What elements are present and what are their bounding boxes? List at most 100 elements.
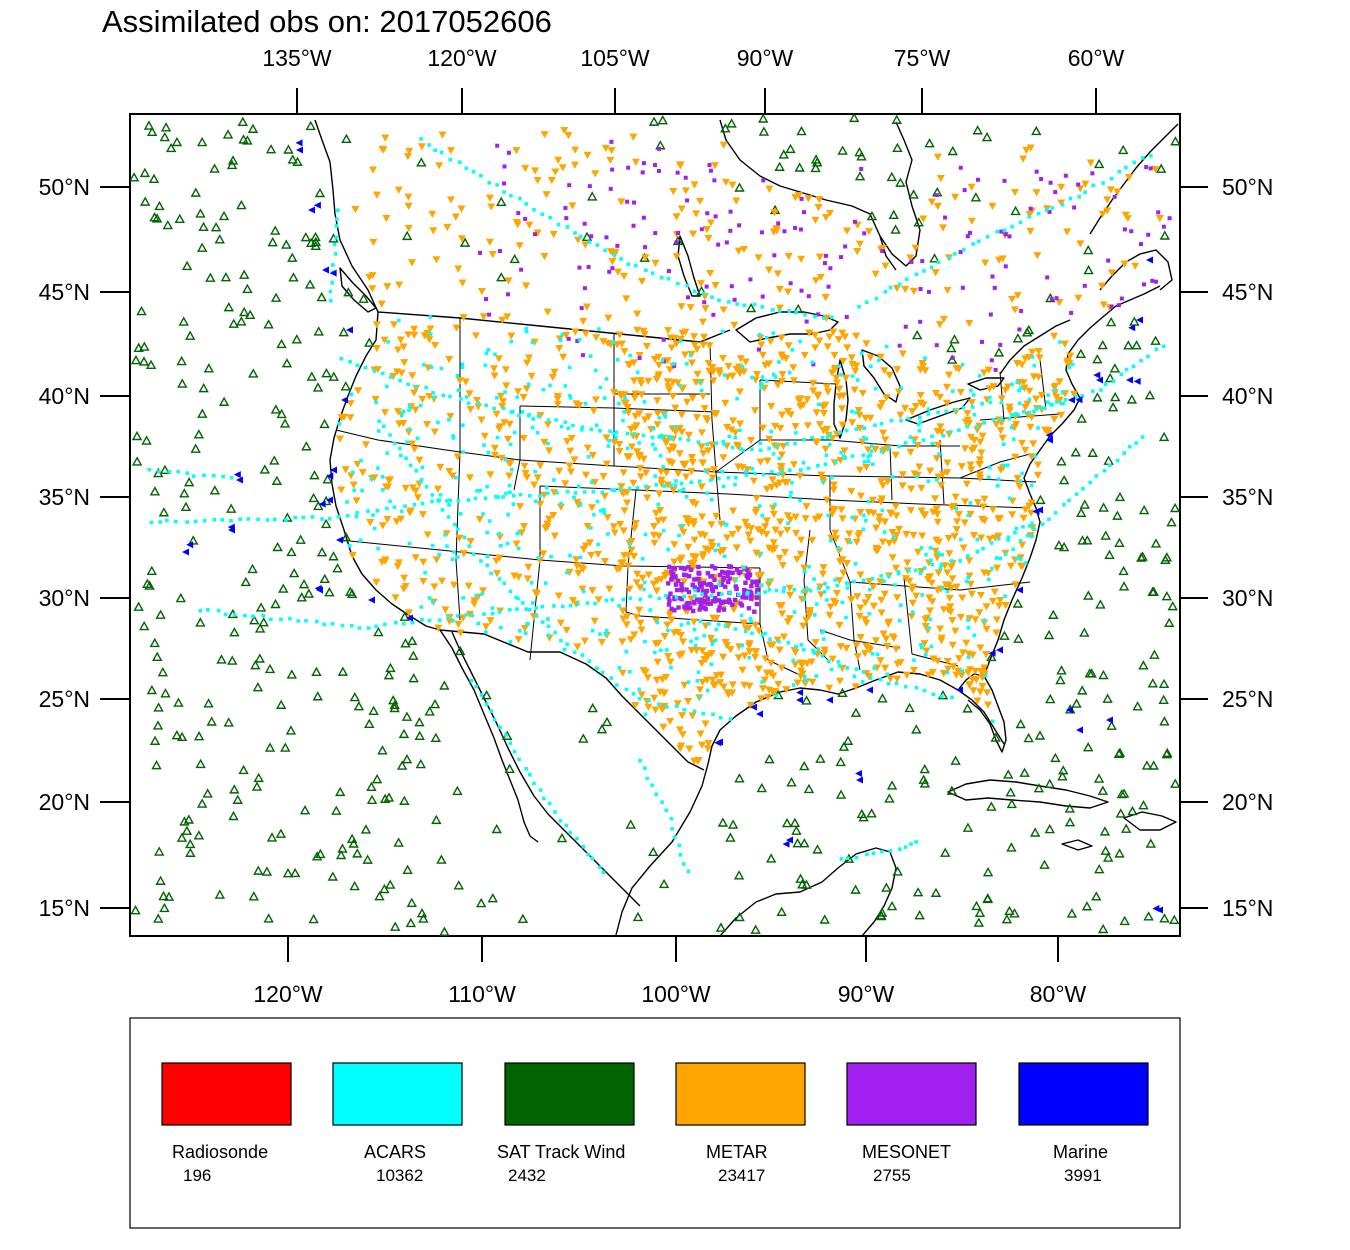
observation-marker xyxy=(709,497,714,502)
observation-marker xyxy=(1032,409,1036,414)
observation-marker xyxy=(694,636,699,641)
observation-marker xyxy=(668,392,677,401)
observation-marker xyxy=(855,466,864,474)
observation-marker xyxy=(842,454,846,459)
observation-marker xyxy=(473,396,482,405)
observation-marker xyxy=(382,424,386,429)
observation-marker xyxy=(591,170,600,178)
observation-marker xyxy=(700,589,706,594)
observation-marker xyxy=(540,252,549,261)
observation-marker xyxy=(372,191,381,199)
observation-marker xyxy=(617,198,626,206)
observation-marker xyxy=(660,435,665,440)
observation-marker xyxy=(1032,527,1037,532)
observation-marker xyxy=(883,643,892,651)
observation-marker xyxy=(722,373,727,377)
observation-marker xyxy=(976,644,985,652)
observation-marker xyxy=(976,667,985,676)
observation-marker xyxy=(1118,565,1129,576)
observation-marker xyxy=(934,569,943,577)
observation-marker xyxy=(698,392,707,401)
observation-marker xyxy=(174,213,185,223)
observation-marker xyxy=(710,162,719,170)
observation-marker xyxy=(808,536,817,545)
observation-marker xyxy=(802,674,807,679)
observation-marker xyxy=(962,188,967,193)
observation-marker xyxy=(768,637,772,641)
observation-marker xyxy=(816,273,825,282)
observation-marker xyxy=(1070,447,1081,457)
observation-marker xyxy=(982,651,991,659)
observation-marker xyxy=(642,587,646,592)
observation-marker xyxy=(867,612,872,616)
observation-marker xyxy=(1036,506,1043,514)
observation-marker xyxy=(835,393,844,401)
observation-marker xyxy=(171,136,183,147)
observation-marker xyxy=(925,607,934,615)
observation-marker xyxy=(894,681,899,686)
observation-marker xyxy=(499,625,503,630)
observation-marker xyxy=(1049,402,1053,407)
observation-marker xyxy=(1115,808,1126,818)
observation-marker xyxy=(760,294,765,299)
observation-marker xyxy=(776,906,787,917)
observation-marker xyxy=(754,582,760,588)
observation-marker xyxy=(771,331,776,336)
observation-marker xyxy=(784,342,793,350)
observation-marker xyxy=(886,675,895,683)
observation-marker xyxy=(243,613,247,618)
observation-marker xyxy=(980,495,989,503)
observation-marker xyxy=(588,587,597,595)
observation-marker xyxy=(530,425,535,430)
observation-marker xyxy=(670,573,675,578)
observation-marker xyxy=(866,210,878,221)
observation-marker xyxy=(371,513,375,517)
observation-marker xyxy=(758,448,763,453)
observation-marker xyxy=(988,506,997,514)
observation-marker xyxy=(450,557,455,562)
observation-marker xyxy=(249,614,260,625)
observation-marker xyxy=(176,731,188,742)
observation-marker xyxy=(982,618,987,622)
observation-marker xyxy=(963,410,972,418)
observation-marker xyxy=(1095,599,1106,609)
observation-marker xyxy=(406,382,410,387)
observation-marker xyxy=(674,704,679,709)
observation-marker xyxy=(887,510,896,518)
observation-marker xyxy=(954,511,963,519)
observation-marker xyxy=(877,478,886,486)
observation-marker xyxy=(516,211,521,216)
observation-marker xyxy=(505,472,514,480)
observation-marker xyxy=(892,284,901,293)
observation-marker xyxy=(842,644,851,653)
observation-marker xyxy=(756,347,761,352)
observation-marker xyxy=(661,572,670,580)
observation-marker xyxy=(328,371,339,381)
observation-marker xyxy=(811,277,820,285)
observation-marker xyxy=(171,730,183,740)
observation-marker xyxy=(288,272,299,282)
observation-marker xyxy=(727,564,733,569)
observation-marker xyxy=(677,205,686,213)
observation-marker xyxy=(609,523,618,531)
observation-marker xyxy=(852,219,857,224)
observation-marker xyxy=(480,432,489,440)
observation-marker xyxy=(672,363,677,368)
observation-marker xyxy=(750,631,754,636)
observation-marker xyxy=(622,410,627,414)
observation-marker xyxy=(791,658,795,663)
observation-marker xyxy=(242,283,253,294)
observation-marker xyxy=(288,567,300,578)
observation-marker xyxy=(847,354,856,362)
observation-marker xyxy=(672,253,681,261)
observation-marker xyxy=(385,506,389,511)
observation-marker xyxy=(415,436,420,441)
observation-marker xyxy=(578,733,589,743)
observation-marker xyxy=(361,441,370,449)
observation-marker xyxy=(419,578,428,586)
observation-marker xyxy=(821,401,830,409)
observation-marker xyxy=(838,421,847,429)
observation-marker xyxy=(421,362,426,367)
observation-marker xyxy=(385,662,396,673)
observation-marker xyxy=(489,709,494,714)
